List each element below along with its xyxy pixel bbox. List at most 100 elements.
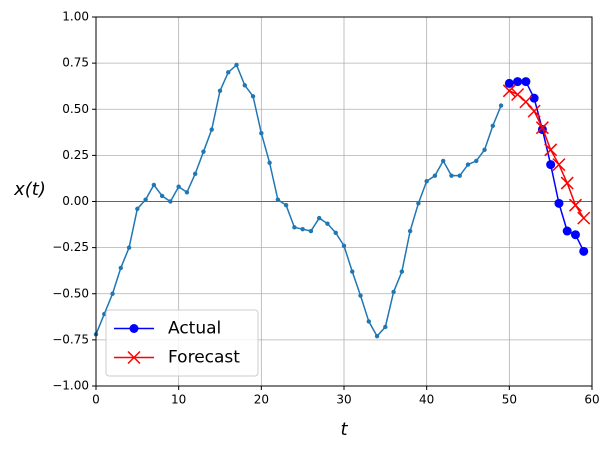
y-axis-label: x(t) [13,179,46,200]
point [457,173,462,178]
point [135,206,140,212]
point [193,171,198,177]
x-tick-label: 50 [502,393,517,407]
point [217,88,223,94]
point [275,197,281,202]
point [552,158,566,172]
point [449,173,454,178]
point [441,158,446,164]
x-tick-label: 0 [92,393,100,407]
point [118,265,124,271]
y-tick-label: −1.00 [52,379,89,393]
point [521,77,531,87]
point [498,103,504,108]
point [560,176,574,190]
x-tick-label: 30 [336,393,351,407]
point [416,201,421,206]
legend-box [105,309,259,377]
marker-shape [527,104,541,118]
point [234,62,239,68]
point [424,179,429,184]
point [504,78,514,88]
marker-shape [560,176,574,190]
x-tick-label: 60 [584,393,599,407]
point [242,83,247,88]
point [568,198,582,212]
y-tick-label: −0.25 [52,240,89,254]
marker-shape [577,211,591,225]
marker-shape [127,350,141,365]
point [300,226,305,232]
y-tick-label: 0.75 [62,56,89,70]
point [546,160,556,170]
point [562,226,572,236]
point [201,149,206,154]
x-axis-label: t [340,419,348,440]
y-tick-label: −0.50 [52,286,89,300]
point [535,121,549,135]
point [383,324,388,330]
point [209,127,214,132]
y-tick-label: 0.25 [62,148,89,162]
point [474,158,479,164]
point [432,173,438,178]
point [226,70,231,75]
point [129,324,139,333]
point [577,211,591,225]
point [267,160,272,165]
point [502,84,516,98]
x-tick-label: 10 [171,393,186,407]
point [482,147,487,153]
plot-frame [95,16,593,387]
y-tick-label: 0.50 [62,102,89,116]
series-line [95,63,502,338]
point [366,319,371,324]
point [325,221,330,226]
y-tick-label: −0.75 [52,332,89,346]
point [333,230,338,236]
legend-label: Forecast [168,348,240,368]
point [341,243,347,248]
point [579,246,589,256]
point [259,131,264,136]
point [529,93,539,103]
point [168,199,173,204]
point [465,162,471,167]
point [407,228,413,234]
x-tick-label: 20 [254,393,269,407]
y-tick-label: 0.00 [62,194,89,208]
point [513,77,523,87]
marker-shape [544,143,558,157]
point [490,123,495,129]
point [250,94,256,99]
point [527,104,541,118]
point [102,311,107,317]
point [126,245,132,250]
point [308,228,314,234]
point [110,291,115,296]
y-tick-label: 1.00 [62,10,89,24]
point [292,225,297,230]
marker-shape [552,158,566,172]
point [554,198,564,208]
legend-label: Actual [168,319,221,339]
point [143,197,148,202]
marker-shape [502,84,516,98]
point [184,190,190,195]
marker-shape [568,198,582,212]
point [570,230,580,240]
x-tick-label: 40 [419,393,434,407]
point [399,269,405,274]
point [391,289,396,295]
point [159,193,165,199]
point [151,182,157,188]
point [544,143,558,157]
point [374,333,380,339]
point [317,215,322,221]
point [358,293,363,298]
marker-shape [535,121,549,135]
point [127,350,141,365]
point [176,184,181,189]
point [283,202,289,208]
